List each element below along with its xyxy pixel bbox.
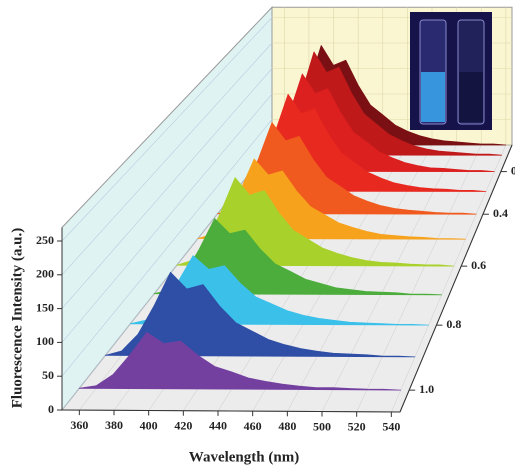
grid-line — [61, 119, 273, 377]
z-tick-label: 0.8 — [446, 317, 461, 331]
y-tick-label: 100 — [36, 334, 54, 348]
x-tick-label: 540 — [382, 420, 400, 434]
z-tick-label: 1.0 — [419, 382, 434, 396]
x-tick-label: 520 — [348, 419, 366, 433]
grid-line — [61, 68, 273, 309]
vial-glow — [421, 72, 445, 122]
grid-line — [61, 93, 273, 343]
x-tick-label: 380 — [105, 418, 123, 432]
x-tick-label: 500 — [313, 419, 331, 433]
spectrum — [104, 271, 416, 358]
grid-line — [61, 42, 273, 276]
x-tick-label: 460 — [244, 419, 262, 433]
grid-line — [391, 144, 507, 413]
y-axis-title: Fluorescence Intensity (a.u.) — [9, 228, 25, 409]
z-tick-label: 0.2 — [511, 163, 515, 177]
z-tick-label: 0.6 — [471, 258, 486, 272]
z-axis — [399, 144, 513, 413]
inset-photo — [410, 12, 492, 130]
y-tick-label: 50 — [42, 368, 54, 382]
spectrum — [78, 332, 402, 391]
y-tick-label: 250 — [36, 233, 54, 247]
x-tick-label: 480 — [278, 419, 296, 433]
grid-line — [61, 17, 273, 242]
x-tick-label: 360 — [70, 418, 88, 432]
x-tick-label: 400 — [140, 418, 158, 432]
x-axis — [61, 409, 401, 413]
x-axis-title: Wavelength (nm) — [189, 449, 299, 465]
y-tick-label: 150 — [36, 300, 54, 314]
vial-liquid — [459, 72, 483, 122]
plot — [78, 45, 507, 391]
y-tick-label: 0 — [48, 402, 54, 416]
y-tick-label: 200 — [36, 267, 54, 281]
x-tick-label: 440 — [209, 419, 227, 433]
x-tick-label: 420 — [174, 418, 192, 432]
z-tick-label: 0.4 — [493, 206, 508, 220]
grid-line — [356, 144, 482, 412]
